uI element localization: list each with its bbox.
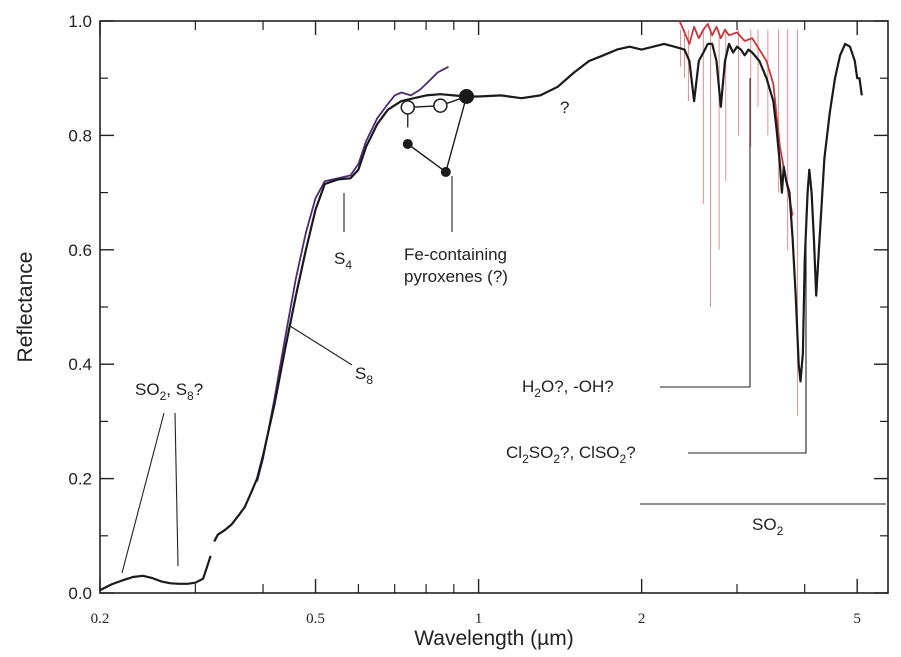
annotation-so2-s8: SO2, S8? — [135, 380, 203, 403]
leader-h2o-oh — [660, 78, 751, 388]
y-tick-label: 0.0 — [68, 584, 92, 603]
annotation-s4: S4 — [334, 249, 352, 272]
y-tick-label: 0.2 — [68, 470, 92, 489]
leader-cl2so2 — [688, 215, 807, 454]
leader-s8 — [289, 325, 353, 366]
annotation-question: ? — [560, 98, 569, 117]
plot-frame — [99, 20, 889, 594]
filled-marker — [402, 138, 413, 149]
x-axis-title: Wavelength (µm) — [414, 627, 574, 650]
annotation-cl2so2: Cl2SO2?, ClSO2? — [506, 443, 636, 466]
leader-so2-left — [121, 412, 165, 574]
series-line-2 — [678, 20, 794, 216]
series-line-1 — [256, 66, 449, 482]
x-tick-label: 0.5 — [306, 611, 325, 627]
y-tick-label: 0.6 — [68, 241, 92, 260]
filled-marker — [440, 167, 451, 178]
y-axis-title: Reflectance — [14, 252, 37, 363]
open-marker — [400, 100, 416, 115]
y-tick-label: 0.4 — [68, 355, 92, 374]
x-tick-label: 5 — [853, 611, 861, 627]
x-tick-label: 0.2 — [91, 611, 110, 627]
filled-marker-large — [459, 89, 475, 105]
series-layer — [99, 20, 863, 592]
y-tick-label: 0.8 — [68, 126, 92, 145]
x-axis: 0.2 0.5 1 2 5 — [91, 21, 861, 627]
annotation-layer: SO2, S8? S4 S8 Fe-containing pyroxenes (… — [121, 78, 886, 574]
series-line-0 — [99, 555, 212, 592]
annotation-h2o-oh: H2O?, -OH? — [522, 377, 614, 400]
marker-layer — [400, 89, 475, 178]
y-axis: 0.0 0.2 0.4 0.6 0.8 1.0 — [68, 12, 888, 603]
series-line-0 — [213, 42, 863, 543]
open-marker — [433, 98, 448, 113]
x-tick-label: 1 — [475, 611, 483, 627]
annotation-pyroxenes: Fe-containing pyroxenes (?) — [404, 245, 512, 286]
x-tick-label: 2 — [638, 611, 646, 627]
annotation-s8: S8 — [355, 364, 373, 387]
y-tick-label: 1.0 — [68, 12, 92, 31]
annotation-so2-band: SO2 — [752, 515, 784, 538]
leader-so2-right — [174, 412, 179, 567]
